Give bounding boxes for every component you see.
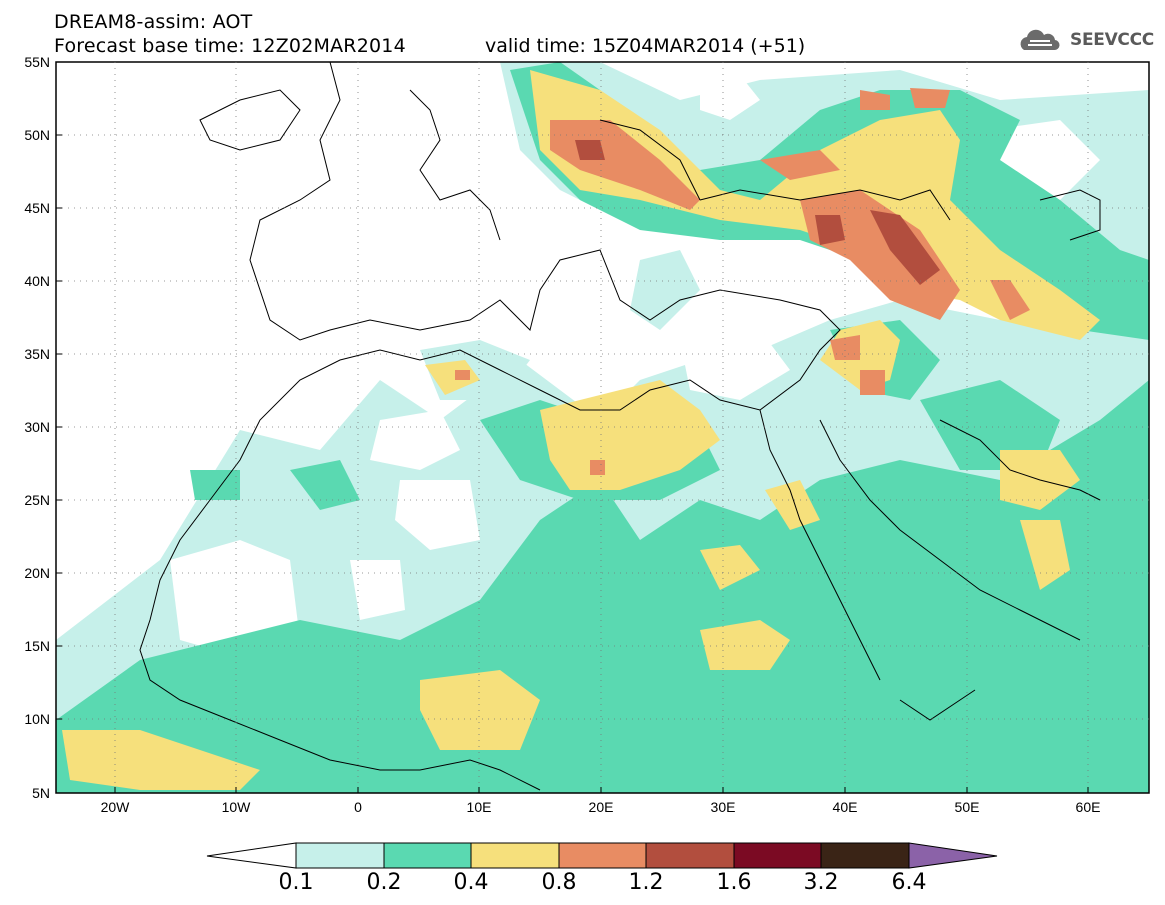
lat-label: 30N: [24, 419, 50, 435]
colorbar-label: 0.2: [366, 870, 402, 895]
lon-label: 0: [354, 799, 362, 815]
colorbar-segment: [733, 842, 822, 869]
colorbar-segment: [558, 842, 647, 869]
cloud-logo-icon: [1020, 29, 1060, 51]
colorbar-label: 0.1: [278, 870, 314, 895]
graticule: [56, 62, 1149, 793]
map-title: DREAM8-assim: AOT: [54, 11, 253, 33]
aot-band-1.2: [575, 140, 940, 285]
lat-label: 45N: [24, 200, 50, 216]
colorbar-segment: [820, 842, 910, 869]
lon-label: 50E: [955, 799, 980, 815]
colorbar-segment: [470, 842, 560, 869]
lat-label: 20N: [24, 565, 50, 581]
lon-label: 20E: [589, 799, 614, 815]
lat-label: 15N: [24, 638, 50, 654]
colorbar-label: 1.2: [628, 870, 664, 895]
colorbar-segment: [383, 842, 472, 869]
lat-label: 35N: [24, 346, 50, 362]
aot-field: [56, 62, 1149, 793]
lat-label: 5N: [32, 785, 50, 801]
lon-label: 10E: [467, 799, 492, 815]
lat-label: 50N: [24, 127, 50, 143]
colorbar-segment: [295, 842, 385, 869]
lon-label: 10W: [222, 799, 252, 815]
colorbar: [206, 842, 998, 869]
colorbar-lower-arrow: [206, 842, 297, 869]
colorbar-label: 3.2: [803, 870, 839, 895]
lat-label: 10N: [24, 711, 50, 727]
colorbar-label: 0.8: [541, 870, 577, 895]
colorbar-label: 0.4: [453, 870, 489, 895]
lon-label: 40E: [833, 799, 858, 815]
lon-label: 30E: [711, 799, 736, 815]
colorbar-segment: [645, 842, 735, 869]
colorbar-label: 1.6: [716, 870, 752, 895]
logo-text: SEEVCCC: [1070, 30, 1154, 50]
valid-time: valid time: 15Z04MAR2014 (+51): [485, 35, 806, 57]
lat-label: 25N: [24, 492, 50, 508]
forecast-base-time: Forecast base time: 12Z02MAR2014: [54, 35, 406, 57]
lat-label: 55N: [24, 54, 50, 70]
ticks: [56, 61, 1089, 794]
lat-label: 40N: [24, 273, 50, 289]
colorbar-label: 6.4: [891, 870, 927, 895]
coastlines: [139, 62, 1101, 791]
lon-label: 60E: [1076, 799, 1101, 815]
colorbar-upper-arrow: [908, 842, 998, 869]
lon-label: 20W: [101, 799, 131, 815]
